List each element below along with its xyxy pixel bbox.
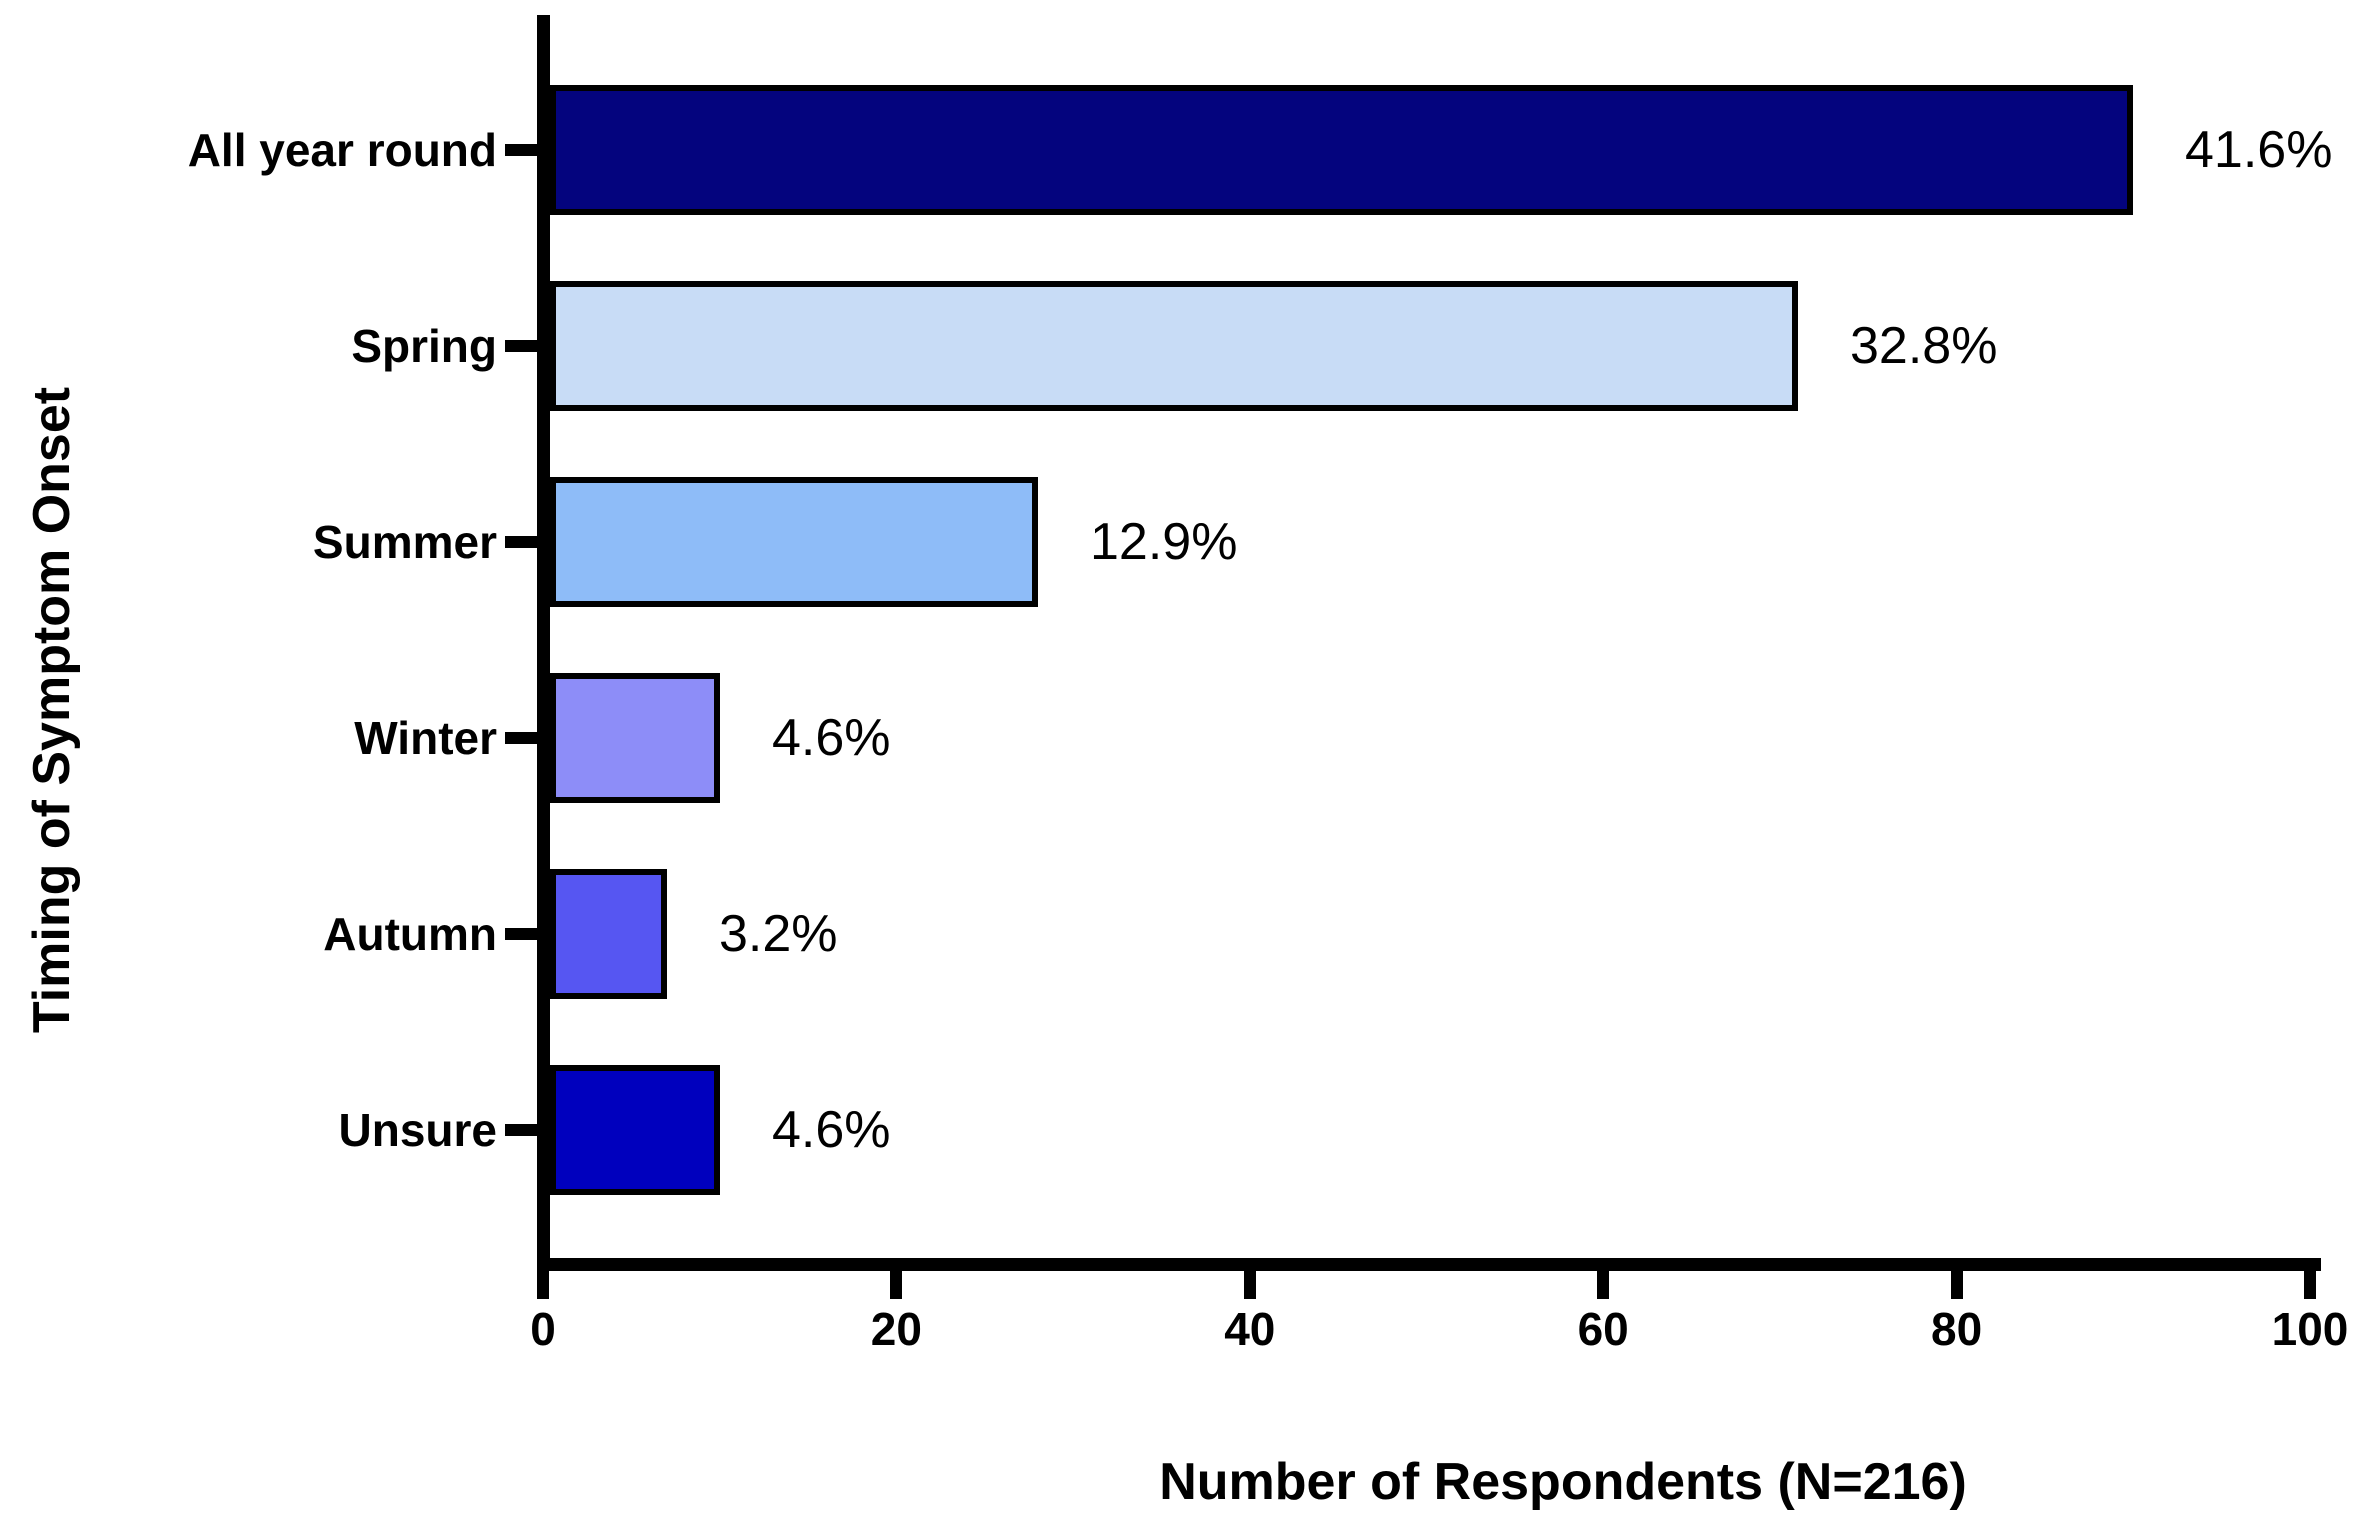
x-tick-100 bbox=[2304, 1271, 2316, 1299]
value-label-unsure: 4.6% bbox=[772, 1101, 891, 1159]
x-tick-label-100: 100 bbox=[2271, 1303, 2349, 1355]
bar-unsure bbox=[550, 1065, 720, 1195]
bar-autumn bbox=[550, 869, 667, 999]
y-tick-spring bbox=[505, 340, 537, 352]
x-tick-60 bbox=[1597, 1271, 1610, 1299]
category-label-spring: Spring bbox=[351, 320, 497, 372]
value-label-autumn: 3.2% bbox=[719, 905, 838, 963]
value-label-all-year-round: 41.6% bbox=[2185, 121, 2333, 179]
x-axis-spine bbox=[537, 1258, 2321, 1271]
y-tick-summer bbox=[505, 536, 537, 548]
x-tick-label-20: 20 bbox=[870, 1303, 922, 1355]
x-tick-80 bbox=[1950, 1271, 1963, 1299]
y-axis-spine bbox=[537, 15, 550, 1271]
value-label-spring: 32.8% bbox=[1850, 317, 1998, 375]
x-tick-20 bbox=[890, 1271, 903, 1299]
bar-summer bbox=[550, 477, 1038, 607]
x-tick-40 bbox=[1243, 1271, 1256, 1299]
x-tick-label-0: 0 bbox=[530, 1303, 556, 1355]
category-label-summer: Summer bbox=[312, 516, 497, 568]
x-tick-label-40: 40 bbox=[1224, 1303, 1276, 1355]
category-label-all-year-round: All year round bbox=[187, 124, 497, 176]
category-label-autumn: Autumn bbox=[323, 908, 497, 960]
y-tick-winter bbox=[505, 732, 537, 744]
x-axis-title: Number of Respondents (N=216) bbox=[1159, 1453, 1967, 1511]
bar-winter bbox=[550, 673, 720, 803]
bar-all-year-round bbox=[550, 85, 2133, 215]
bar-spring bbox=[550, 281, 1798, 411]
y-tick-autumn bbox=[505, 928, 537, 940]
x-tick-label-60: 60 bbox=[1577, 1303, 1629, 1355]
y-tick-unsure bbox=[505, 1124, 537, 1136]
category-label-unsure: Unsure bbox=[338, 1104, 497, 1156]
y-tick-all-year-round bbox=[505, 144, 537, 156]
x-tick-label-80: 80 bbox=[1931, 1303, 1983, 1355]
value-label-summer: 12.9% bbox=[1090, 513, 1238, 571]
x-tick-0 bbox=[537, 1271, 549, 1299]
value-label-winter: 4.6% bbox=[772, 709, 891, 767]
category-label-winter: Winter bbox=[354, 712, 497, 764]
